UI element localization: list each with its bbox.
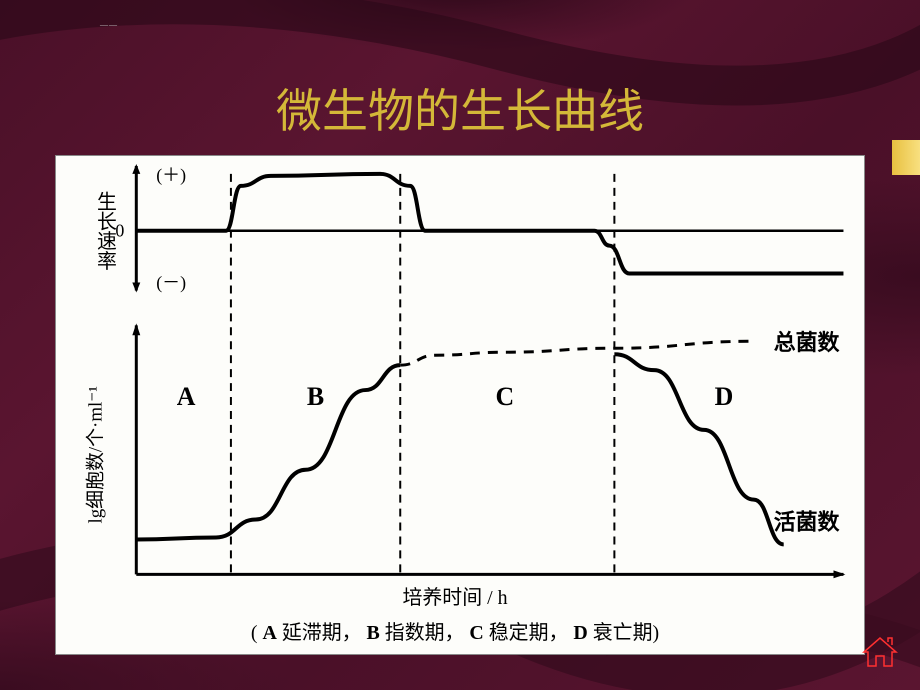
growth-rate-curve — [136, 174, 843, 274]
header-small-text: —— — [100, 20, 118, 29]
legend-total: 总菌数 — [774, 330, 841, 355]
svg-text:D: D — [715, 382, 734, 411]
phase-dividers — [231, 174, 614, 574]
phase-labels: A B C D — [177, 382, 734, 411]
svg-text:B: B — [307, 382, 324, 411]
phase-caption: ( A 延滞期， B 指数期， C 稳定期， D 衰亡期) — [251, 621, 659, 644]
lower-y-label: lg细胞数/个·ml⁻¹ — [84, 386, 106, 524]
upper-y-label: 生长速率 — [93, 190, 116, 270]
lower-x-label: 培养时间 / h — [402, 586, 507, 609]
decorative-accent-bar — [892, 140, 920, 175]
svg-text:A: A — [177, 382, 196, 411]
upper-marker-plus: (＋) — [156, 165, 186, 186]
total-count-curve-dashed — [400, 341, 754, 365]
viable-count-curve — [614, 354, 783, 544]
upper-panel: 生长速率 (＋) 0 (－) — [93, 164, 843, 294]
svg-text:C: C — [495, 382, 514, 411]
legend-viable: 活菌数 — [774, 510, 841, 535]
page-title: 微生物的生长曲线 — [0, 75, 920, 141]
upper-marker-zero: 0 — [115, 221, 124, 241]
lower-panel: lg细胞数/个·ml⁻¹ 培养时间 / h A B C D 总菌数 活菌数 ( A 延… — [84, 174, 845, 644]
upper-marker-minus: (－) — [156, 272, 186, 293]
home-icon[interactable] — [860, 634, 900, 670]
growth-curve-chart: 生长速率 (＋) 0 (－) lg细胞数/个·ml⁻¹ 培养时间 / h A B C… — [55, 155, 865, 655]
chart-svg: 生长速率 (＋) 0 (－) lg细胞数/个·ml⁻¹ 培养时间 / h A B C… — [56, 156, 864, 654]
